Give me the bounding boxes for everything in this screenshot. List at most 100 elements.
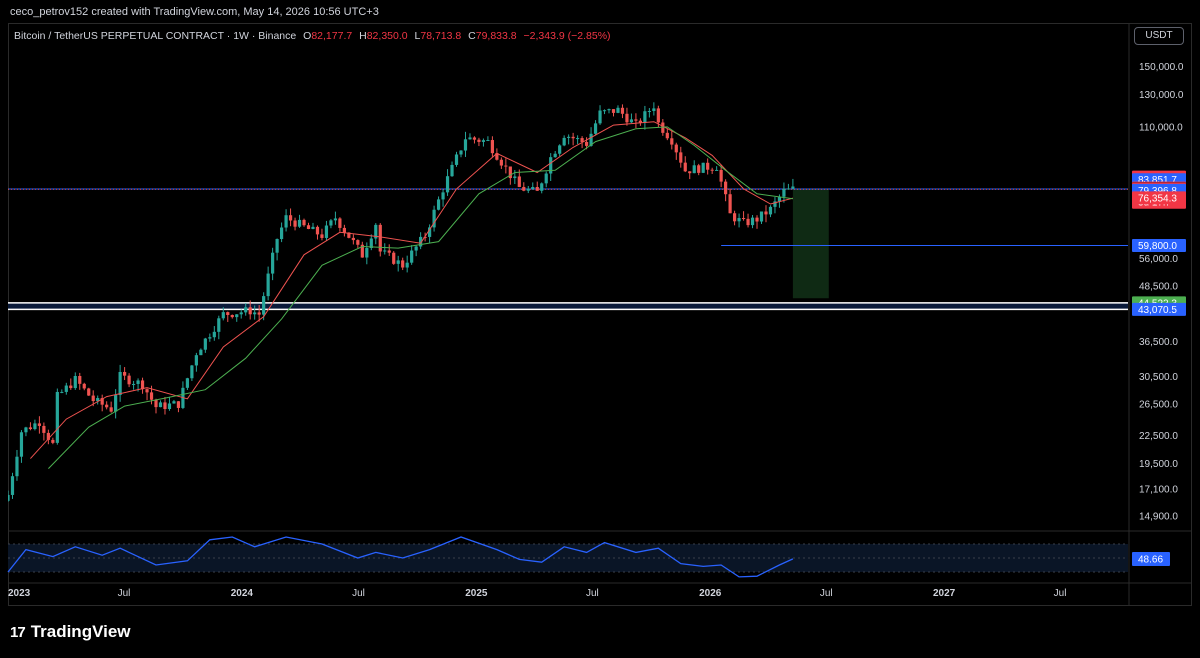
candle-body — [683, 162, 687, 172]
candle-body — [194, 355, 198, 366]
symbol-legend[interactable]: Bitcoin / TetherUS PERPETUAL CONTRACT · … — [14, 30, 611, 42]
candle-body — [293, 220, 297, 227]
candle-body — [670, 138, 674, 145]
candle-body — [333, 218, 338, 221]
candle-body — [46, 432, 50, 440]
candle-body — [401, 260, 405, 268]
candle-body — [706, 162, 710, 170]
candle-body — [10, 476, 15, 495]
candle-body — [459, 150, 463, 155]
candle-body — [679, 152, 683, 163]
candle-body — [549, 157, 553, 174]
price-tick-label: 14,900.0 — [1139, 511, 1178, 522]
candle-body — [73, 376, 77, 389]
candle-body — [486, 140, 490, 142]
candle-body — [728, 194, 732, 214]
candle-body — [737, 218, 741, 222]
time-tick-label: 2027 — [933, 588, 956, 599]
candle-body — [423, 236, 427, 238]
time-tick-label: 2023 — [8, 588, 31, 599]
candle-body — [311, 226, 315, 229]
candle-body — [445, 176, 450, 193]
time-tick-label: Jul — [118, 588, 131, 599]
candle-body — [257, 312, 261, 315]
candle-body — [697, 165, 701, 173]
candle-body — [710, 169, 714, 171]
candle-body — [665, 132, 669, 139]
candle-body — [558, 145, 562, 154]
price-tag-value: 59,800.0 — [1138, 241, 1177, 252]
candle-body — [217, 318, 221, 332]
candle-body — [37, 423, 41, 426]
candle-body — [405, 262, 409, 268]
candle-body — [123, 371, 127, 376]
candle-body — [172, 401, 176, 404]
candle-body — [472, 137, 477, 140]
candle-body — [571, 136, 575, 139]
change-value: −2,343.9 (−2.85%) — [523, 30, 611, 42]
candle-body — [692, 165, 696, 174]
candle-body — [275, 239, 279, 253]
candle-body — [432, 209, 436, 228]
close-label: C — [468, 30, 476, 42]
rsi-value-label: 48.66 — [1138, 554, 1163, 565]
candle-body — [185, 378, 190, 388]
candle-body — [374, 224, 378, 239]
candle-body — [42, 425, 46, 433]
candle-body — [360, 244, 364, 258]
candle-body — [199, 349, 203, 356]
moving-average-1 — [30, 121, 794, 459]
candle-body — [387, 250, 391, 253]
price-tag-bg — [1132, 191, 1186, 205]
candle-body — [315, 226, 320, 235]
price-tag-value: 83,851.7 — [1138, 175, 1177, 186]
header-caption: ceco_petrov152 created with TradingView.… — [10, 6, 379, 18]
candle-body — [145, 389, 149, 393]
candle-body — [288, 215, 293, 221]
candle-body — [60, 391, 64, 393]
candle-body — [383, 250, 387, 252]
candle-body — [428, 227, 432, 237]
candle-body — [522, 186, 526, 191]
tradingview-logo[interactable]: 17 TradingView — [10, 622, 131, 642]
candle-body — [158, 402, 163, 408]
candle-body — [140, 380, 145, 390]
candle-body — [226, 312, 230, 315]
candle-body — [495, 153, 499, 160]
time-tick-label: 2024 — [231, 588, 254, 599]
candle-body — [625, 113, 629, 123]
time-tick-label: Jul — [352, 588, 365, 599]
candle-body — [109, 407, 113, 412]
candle-body — [454, 154, 459, 165]
candle-body — [51, 439, 55, 443]
rsi-value-tag — [1132, 551, 1170, 566]
candle-body — [82, 383, 86, 389]
candle-body — [468, 137, 472, 140]
candle-body — [477, 139, 481, 142]
rsi-line — [7, 536, 794, 578]
candle-body — [396, 260, 400, 264]
currency-button[interactable]: USDT — [1134, 27, 1184, 45]
price-tick-label: 36,500.0 — [1139, 337, 1178, 348]
price-tag-value: 43,070.5 — [1138, 305, 1177, 316]
price-tag-9: 43,070.5 — [1132, 302, 1186, 316]
candle-body — [414, 246, 418, 251]
candle-body — [127, 375, 131, 385]
candle-body — [338, 218, 342, 228]
candle-body — [114, 395, 118, 412]
candle-body — [262, 296, 266, 315]
candle-body — [504, 165, 508, 167]
candle-body — [567, 136, 571, 138]
price-tick-label: 30,500.0 — [1139, 372, 1178, 383]
price-tick-label: 22,500.0 — [1139, 431, 1178, 442]
candle-body — [647, 110, 651, 112]
candle-body — [154, 399, 158, 408]
candle-body — [607, 109, 611, 111]
candles — [8, 102, 795, 502]
price-tag-bg — [1132, 238, 1186, 252]
low-value: 78,713.8 — [420, 30, 462, 42]
candle-body — [253, 312, 257, 315]
candle-body — [351, 237, 355, 241]
candle-body — [580, 138, 584, 142]
